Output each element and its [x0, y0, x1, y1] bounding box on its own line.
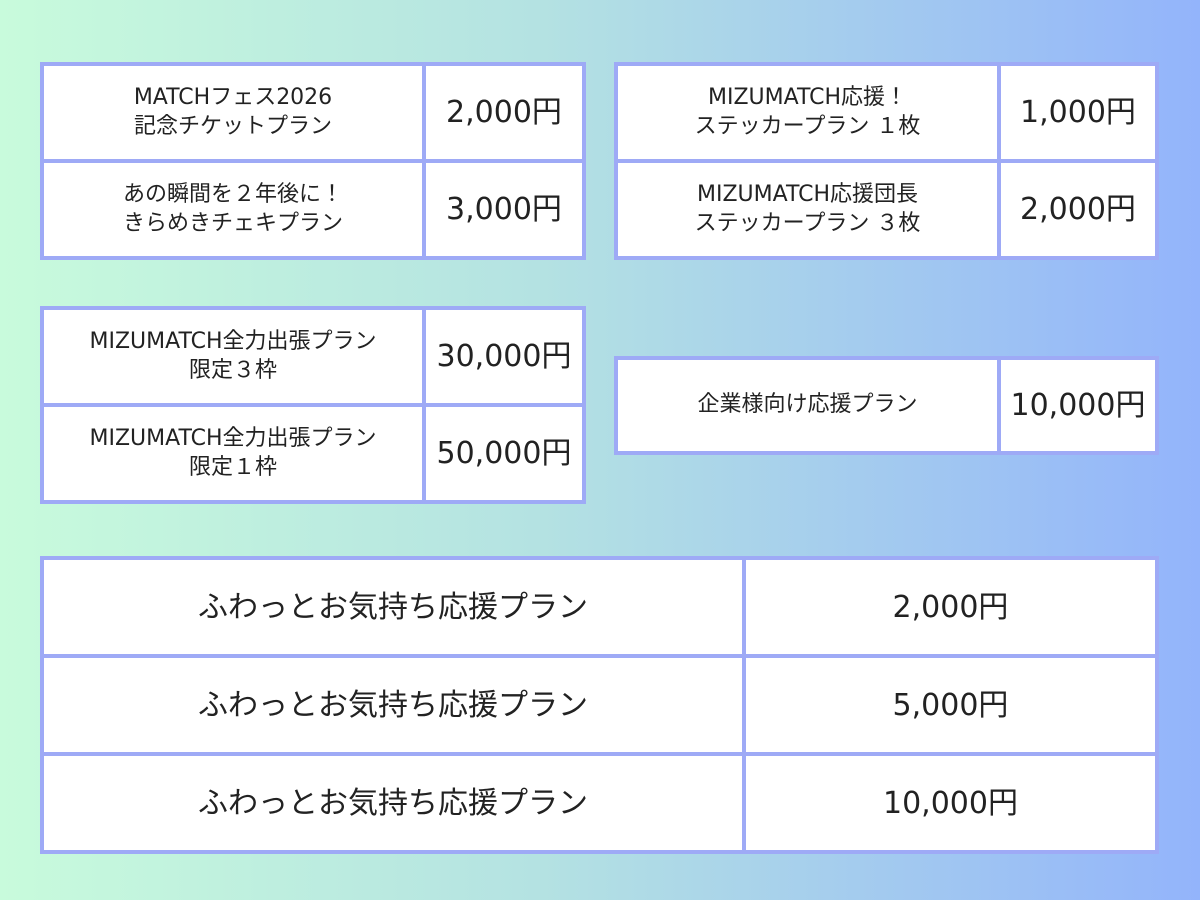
plan-name-line: MIZUMATCH全力出張プラン	[89, 425, 377, 451]
plan-name-cell: MIZUMATCH全力出張プラン 限定１枠	[44, 407, 422, 500]
plan-price: 50,000円	[426, 407, 582, 500]
plan-name-line: 企業様向け応援プラン	[697, 392, 918, 418]
plan-table: MIZUMATCH全力出張プラン 限定３枠 30,000円 MIZUMATCH全力出張…	[40, 306, 586, 504]
plan-name-line: あの瞬間を２年後に！	[122, 181, 343, 207]
plan-name-cell: MIZUMATCH応援！ ステッカープラン １枚	[618, 66, 997, 159]
plan-table: 企業様向け応援プラン 10,000円	[614, 356, 1159, 455]
plan-name-line: ふわっとお気持ち応援プラン	[198, 687, 588, 723]
plan-name-cell: ふわっとお気持ち応援プラン	[44, 756, 742, 850]
plan-price: 1,000円	[1001, 66, 1155, 159]
plan-price: 30,000円	[426, 310, 582, 403]
plan-name-line: きらめきチェキプラン	[122, 210, 343, 236]
plan-name-cell: 企業様向け応援プラン	[618, 360, 997, 451]
plan-price: 5,000円	[746, 658, 1155, 752]
plan-name-cell: MIZUMATCH全力出張プラン 限定３枠	[44, 310, 422, 403]
plan-name-line: 限定３枠	[188, 357, 277, 383]
plan-name-line: ステッカープラン １枚	[694, 113, 921, 139]
plan-price: 2,000円	[1001, 163, 1155, 256]
plan-name-cell: MATCHフェス2026 記念チケットプラン	[44, 66, 422, 159]
plan-name-cell: MIZUMATCH応援団長 ステッカープラン ３枚	[618, 163, 997, 256]
plan-table: ふわっとお気持ち応援プラン 2,000円 ふわっとお気持ち応援プラン 5,000円 ふわ…	[40, 556, 1159, 854]
plan-table: MATCHフェス2026 記念チケットプラン 2,000円あの瞬間を２年後に！ きらめ…	[40, 62, 586, 260]
plan-name-line: MIZUMATCH全力出張プラン	[89, 328, 377, 354]
plan-name-line: MATCHフェス2026	[133, 84, 333, 110]
plan-name-line: MIZUMATCH応援団長	[696, 181, 919, 207]
plan-name-line: ステッカープラン ３枚	[694, 210, 921, 236]
plan-name-line: MIZUMATCH応援！	[707, 84, 908, 110]
plan-name-cell: ふわっとお気持ち応援プラン	[44, 560, 742, 654]
plan-name-cell: あの瞬間を２年後に！ きらめきチェキプラン	[44, 163, 422, 256]
plan-price: 10,000円	[1001, 360, 1155, 451]
plan-name-cell: ふわっとお気持ち応援プラン	[44, 658, 742, 752]
plan-table: MIZUMATCH応援！ ステッカープラン １枚 1,000円 MIZUMATCH応援…	[614, 62, 1159, 260]
plan-name-line: 限定１枠	[188, 454, 277, 480]
plan-name-line: ふわっとお気持ち応援プラン	[198, 785, 588, 821]
plan-name-line: 記念チケットプラン	[133, 113, 332, 139]
plan-price: 10,000円	[746, 756, 1155, 850]
plan-price: 2,000円	[426, 66, 582, 159]
plan-price: 2,000円	[746, 560, 1155, 654]
plan-name-line: ふわっとお気持ち応援プラン	[198, 589, 588, 625]
plan-price: 3,000円	[426, 163, 582, 256]
